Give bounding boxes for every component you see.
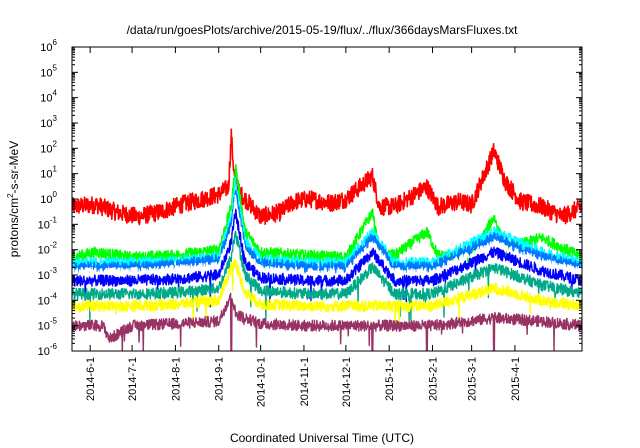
y-tick-exponent: 3 (53, 114, 58, 123)
y-tick-base: 10 (40, 118, 52, 130)
x-tick-label: 2014-9-1 (214, 357, 226, 401)
y-tick-label: 10-2 (38, 241, 58, 257)
chart-title: /data/run/goesPlots/archive/2015-05-19/f… (127, 23, 519, 37)
y-tick-exponent: -6 (50, 342, 58, 351)
y-tick-label: 100 (40, 190, 57, 206)
x-tick-label: 2015-2-1 (427, 357, 439, 401)
y-axis-label-rest: -s-sr-MeV (7, 141, 21, 194)
flux-series-line (72, 230, 582, 325)
flux-series-line (72, 189, 582, 274)
x-tick-label: 2014-7-1 (127, 357, 139, 401)
x-tick-label: 2015-3-1 (467, 357, 479, 401)
y-tick-exponent: 5 (53, 63, 58, 72)
y-tick-exponent: -1 (50, 215, 58, 224)
y-tick-exponent: -2 (50, 241, 58, 250)
series-layer (72, 128, 582, 351)
flux-series-line (72, 194, 582, 280)
y-tick-exponent: -3 (50, 266, 58, 275)
y-tick-label: 104 (40, 89, 57, 105)
flux-series-line (72, 258, 582, 328)
y-axis-label-sup: 2 (6, 193, 15, 198)
y-tick-exponent: 0 (53, 190, 58, 199)
y-tick-base: 10 (40, 194, 52, 206)
y-tick-base: 10 (38, 346, 50, 358)
y-tick-base: 10 (38, 321, 50, 333)
x-tick-label: 2014-10-1 (256, 357, 268, 407)
y-tick-exponent: 2 (53, 139, 58, 148)
y-tick-exponent: 6 (53, 38, 58, 47)
flux-series-line (72, 208, 582, 308)
y-tick-label: 10-5 (38, 317, 58, 333)
y-axis-label: protons/cm2-s-sr-MeV (6, 141, 21, 257)
y-tick-base: 10 (38, 270, 50, 282)
y-tick-base: 10 (40, 169, 52, 181)
y-tick-label: 106 (40, 38, 57, 54)
x-tick-label: 2014-6-1 (85, 357, 97, 401)
y-axis: 10-610-510-410-310-210-11001011021031041… (38, 38, 582, 358)
y-tick-label: 10-6 (38, 342, 58, 358)
x-tick-label: 2014-12-1 (341, 357, 353, 407)
y-tick-label: 102 (40, 139, 57, 155)
y-tick-label: 103 (40, 114, 57, 130)
y-tick-base: 10 (38, 219, 50, 231)
y-tick-label: 101 (40, 165, 57, 181)
y-tick-label: 105 (40, 63, 57, 79)
x-tick-label: 2014-8-1 (170, 357, 182, 401)
x-tick-label: 2014-11-1 (299, 357, 311, 406)
y-tick-exponent: -4 (50, 291, 58, 300)
flux-series-line (72, 292, 582, 351)
y-tick-base: 10 (38, 245, 50, 257)
x-axis: 2014-6-1 2014-7-1 2014-8-1 2014-9-1 2014-10-… (85, 47, 522, 407)
y-tick-base: 10 (40, 93, 52, 105)
y-tick-exponent: 4 (53, 89, 58, 98)
y-tick-exponent: -5 (50, 317, 58, 326)
flux-series-line (72, 176, 582, 270)
y-tick-base: 10 (40, 143, 52, 155)
x-tick-label: 2015-4-1 (510, 357, 522, 401)
y-tick-label: 10-1 (38, 215, 58, 231)
x-tick-label: 2015-1-1 (384, 357, 396, 401)
y-tick-label: 10-4 (38, 291, 58, 307)
y-axis-label-main: protons/cm (7, 198, 21, 257)
y-tick-base: 10 (40, 67, 52, 79)
flux-series-line (72, 128, 582, 226)
y-tick-exponent: 1 (53, 165, 58, 174)
y-tick-base: 10 (40, 42, 52, 54)
x-axis-label: Coordinated Universal Time (UTC) (230, 431, 414, 445)
y-tick-label: 10-3 (38, 266, 58, 282)
y-tick-base: 10 (38, 295, 50, 307)
